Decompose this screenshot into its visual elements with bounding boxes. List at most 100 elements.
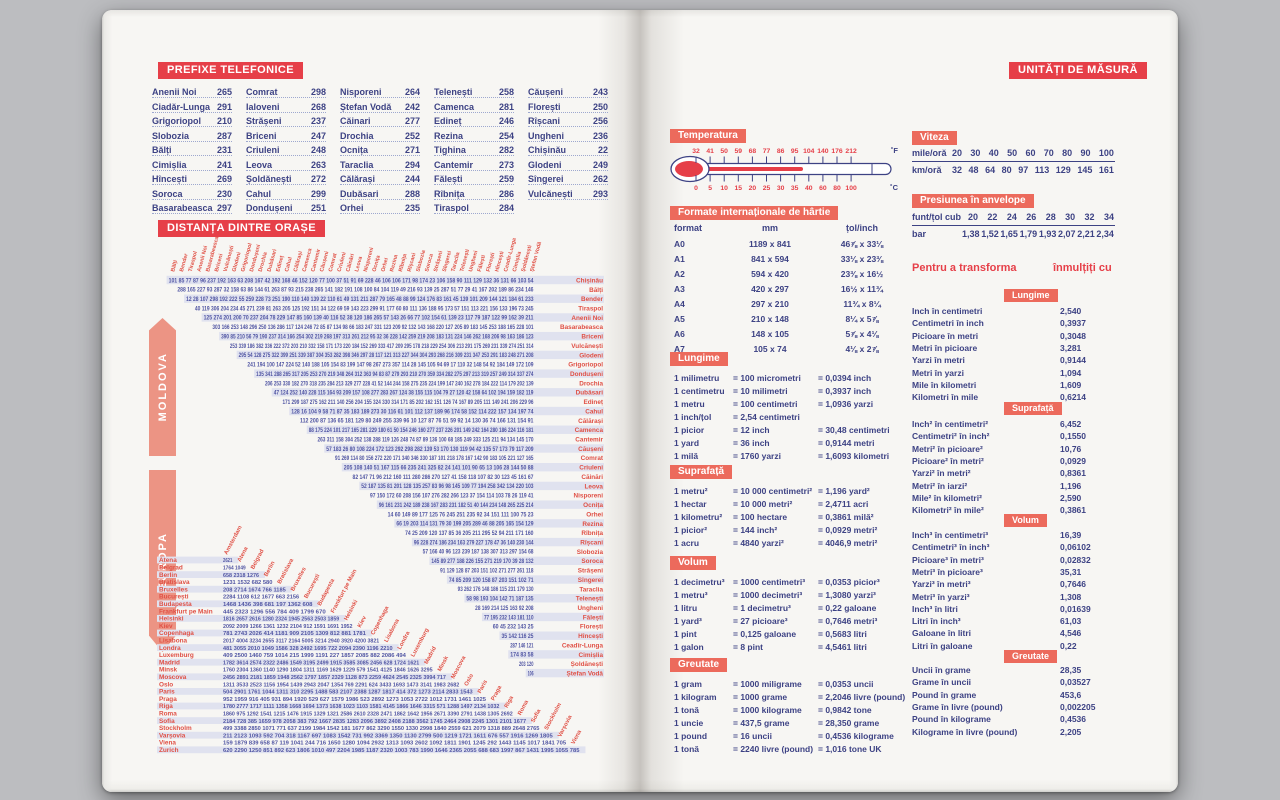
transform-row-label: Metri² în iarzi² — [912, 480, 968, 491]
transform-row-factor: 0,06102 — [1060, 542, 1091, 553]
tick-f-label: 32 — [692, 148, 700, 155]
matrix-number-row: 58 98 193 104 142 71 187 135 — [466, 597, 534, 603]
unit-eq2: = 1,3080 yarzi³ — [818, 590, 876, 600]
prefix-code: 287 — [216, 130, 232, 141]
temperature-label: Temperatura — [670, 129, 746, 143]
prefix-row: Briceni 247 — [246, 128, 326, 142]
matrix-number-row: 174 83 58 — [510, 653, 534, 659]
speed-value: 60 — [1025, 148, 1036, 158]
matrix-row-band — [359, 481, 604, 491]
matrix-column-label: Leova — [354, 255, 364, 273]
unit-eq1: = 27 picioare³ — [733, 616, 788, 626]
pressure-value: 2,21 — [1077, 229, 1095, 239]
tick-c-label: 15 — [735, 185, 743, 192]
matrix-number-row: 88 175 224 101 217 165 281 229 180 61 50… — [309, 428, 534, 434]
matrix-number-row: 203 120 — [519, 662, 534, 668]
matrix-city-label: Varșovia — [159, 732, 186, 739]
transform-row-label: Metri³ în yarzi³ — [912, 591, 970, 602]
prefix-code: 268 — [310, 101, 326, 112]
unit-eq1: = 100 hectare — [733, 512, 788, 522]
matrix-row-band — [429, 556, 604, 565]
matrix-row-band — [341, 463, 604, 472]
speed-value: 30 — [970, 148, 981, 158]
matrix-city-label: Belgrad — [159, 565, 183, 572]
prefix-row: Rîbnița 286 — [434, 186, 514, 200]
matrix-city-label: Riga — [159, 703, 173, 710]
prefix-row: Tiraspol 284 — [434, 200, 514, 214]
paper-col-inch: țol/inch — [846, 223, 878, 233]
unit-term: 1 metru³ — [674, 590, 708, 600]
prefix-city-name: Florești — [528, 101, 561, 112]
matrix-row-band — [157, 629, 372, 637]
matrix-number-row: 206 253 330 182 270 318 235 284 213 329 … — [265, 381, 534, 387]
matrix-column-label: Rezina — [389, 253, 400, 272]
unit-eq1: = 2,54 centimetri — [733, 412, 800, 422]
pressure-row1-label: funt/țol cub — [912, 212, 961, 222]
prefix-city-name: Orhei — [340, 203, 364, 213]
prefix-code: 282 — [498, 145, 514, 155]
matrix-city-label: Atena — [159, 557, 177, 564]
matrix-row-band — [157, 702, 506, 710]
prefix-code: 246 — [498, 116, 514, 126]
prefix-city-name: Dondușeni — [246, 203, 293, 213]
tick-c-label: 40 — [805, 185, 813, 192]
matrix-city-label: Basarabeasca — [560, 324, 603, 331]
matrix-number-row: 499 3388 2850 1071 771 637 2199 1984 154… — [223, 726, 540, 732]
matrix-city-label: Madrid — [159, 659, 180, 666]
matrix-row-band — [157, 658, 426, 666]
matrix-number-row: 620 2290 1250 851 892 623 1806 1010 497 … — [223, 748, 580, 754]
transform-row-label: Yarzi³ în metri³ — [912, 579, 971, 590]
matrix-column-label: Sîngerei — [442, 250, 453, 273]
prefix-code: 256 — [592, 116, 608, 126]
transform-row-factor: 1,196 — [1060, 480, 1082, 491]
prefix-code: 258 — [498, 87, 514, 97]
prefix-row: Șoldănești 272 — [246, 171, 326, 185]
prefix-row: Dondușeni 251 — [246, 200, 326, 214]
unit-eq2: = 30,48 centimetri — [818, 425, 890, 435]
prefix-row: Hîncești 269 — [152, 171, 232, 185]
prefix-city-name: Soroca — [152, 188, 183, 199]
matrix-number-row: 253 339 186 382 336 222 372 203 210 332 … — [230, 344, 534, 350]
prefix-code: 237 — [310, 116, 326, 126]
unit-eq2: = 1,0936 yarzi — [818, 399, 874, 409]
matrix-number-row: 303 166 253 148 296 250 136 286 117 124 … — [212, 325, 534, 331]
tick-c-label: 60 — [819, 185, 827, 192]
matrix-number-row: 205 108 140 51 167 115 66 235 241 325 82… — [344, 466, 534, 472]
pressure-value: 30 — [1065, 212, 1076, 222]
matrix-row-band — [394, 519, 604, 528]
thermometer-mercury — [688, 167, 803, 171]
prefix-city-name: Hîncești — [152, 174, 188, 184]
transform-row-factor: 0,03527 — [1060, 677, 1091, 688]
matrix-row-band — [376, 500, 604, 509]
pressure-value: 1,38 — [962, 229, 980, 239]
matrix-column-label: Călărași — [293, 250, 304, 272]
transform-row-label: Grame în livre (pound) — [912, 701, 1003, 712]
matrix-row-band — [157, 600, 319, 608]
matrix-number-row: 74 85 209 120 158 87 203 151 102 71 — [449, 578, 534, 584]
speed-value: 100 — [1098, 148, 1114, 158]
transform-row-factor: 1,609 — [1060, 379, 1082, 390]
matrix-city-label: Bruxelles — [159, 586, 188, 593]
prefix-city-name: Rîșcani — [528, 116, 561, 126]
transform-row-label: Centimetri³ în inch³ — [912, 542, 990, 553]
prefix-city-name: Fălești — [434, 174, 463, 184]
unit-eq1: = 1 decimetru³ — [733, 603, 791, 613]
prefix-city-name: Slobozia — [152, 130, 190, 141]
prefix-code: 272 — [310, 174, 326, 184]
speed-label: Viteza — [912, 131, 957, 145]
matrix-column-label: Edineț — [275, 255, 285, 273]
prefix-city-name: Ocnița — [340, 145, 369, 155]
matrix-number-row: 112 200 87 136 65 181 129 80 249 255 339… — [300, 419, 534, 425]
speed-value: 145 — [1077, 165, 1093, 175]
unit-eq1: = 437,5 grame — [733, 718, 790, 728]
prefix-city-name: Ciadăr-Lunga — [152, 101, 211, 112]
prefix-code: 235 — [404, 203, 420, 213]
unit-eq1: = 0,125 galoane — [733, 629, 797, 639]
unit-eq2: = 0,0929 metri² — [818, 525, 878, 535]
prefixes-title: PREFIXE TELEFONICE — [158, 62, 303, 79]
transform-group-label-2: Volum — [1004, 514, 1047, 527]
prefix-row: Edineț 246 — [434, 113, 514, 127]
paper-mm-cell: 210 x 148 — [751, 314, 789, 324]
prefix-code: 277 — [404, 116, 420, 126]
